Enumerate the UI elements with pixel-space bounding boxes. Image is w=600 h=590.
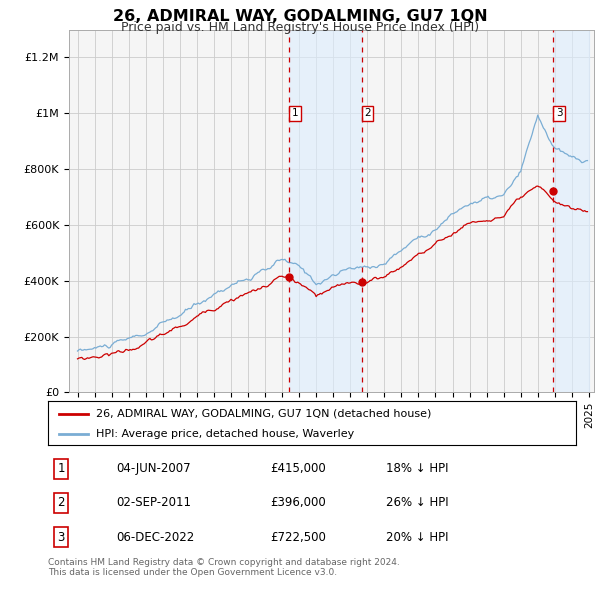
Text: 2: 2 [364, 108, 371, 118]
Text: 3: 3 [556, 108, 563, 118]
Text: £722,500: £722,500 [270, 530, 326, 543]
Text: 04-JUN-2007: 04-JUN-2007 [116, 463, 191, 476]
Text: 1: 1 [58, 463, 65, 476]
Text: HPI: Average price, detached house, Waverley: HPI: Average price, detached house, Wave… [95, 430, 354, 440]
Text: £415,000: £415,000 [270, 463, 326, 476]
Bar [553, 30, 589, 392]
Text: 18% ↓ HPI: 18% ↓ HPI [386, 463, 448, 476]
Text: Contains HM Land Registry data © Crown copyright and database right 2024.
This d: Contains HM Land Registry data © Crown c… [48, 558, 400, 577]
Text: 26, ADMIRAL WAY, GODALMING, GU7 1QN: 26, ADMIRAL WAY, GODALMING, GU7 1QN [113, 9, 487, 24]
Text: 2: 2 [58, 496, 65, 510]
Text: 26% ↓ HPI: 26% ↓ HPI [386, 496, 449, 510]
Text: 1: 1 [292, 108, 298, 118]
Bar [289, 30, 362, 392]
Text: 06-DEC-2022: 06-DEC-2022 [116, 530, 195, 543]
Text: Price paid vs. HM Land Registry's House Price Index (HPI): Price paid vs. HM Land Registry's House … [121, 21, 479, 34]
Text: 02-SEP-2011: 02-SEP-2011 [116, 496, 191, 510]
Text: 20% ↓ HPI: 20% ↓ HPI [386, 530, 448, 543]
Text: £396,000: £396,000 [270, 496, 326, 510]
Text: 3: 3 [58, 530, 65, 543]
Text: 26, ADMIRAL WAY, GODALMING, GU7 1QN (detached house): 26, ADMIRAL WAY, GODALMING, GU7 1QN (det… [95, 409, 431, 418]
